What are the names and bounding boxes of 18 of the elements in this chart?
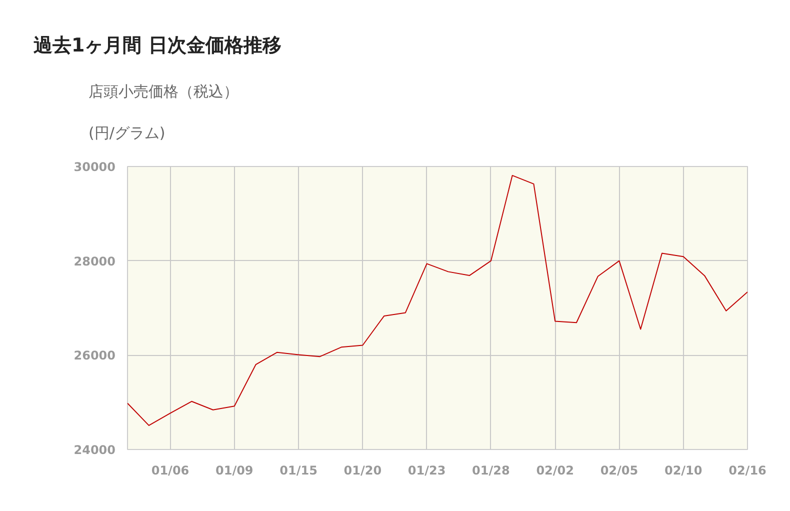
x-tick-label: 02/10 <box>664 464 702 478</box>
y-tick-label: 24000 <box>74 443 116 457</box>
x-tick-label: 01/06 <box>151 464 190 478</box>
chart-title: 過去1ヶ月間 日次金価格推移 <box>32 34 282 56</box>
y-tick-label: 28000 <box>74 254 116 268</box>
x-tick-label: 01/15 <box>280 464 318 478</box>
x-tick-label: 01/23 <box>408 464 446 478</box>
y-tick-label: 26000 <box>74 348 116 363</box>
x-tick-label: 02/05 <box>600 464 638 478</box>
x-tick-label: 01/28 <box>472 464 510 478</box>
x-tick-label: 02/02 <box>536 464 574 478</box>
y-axis-title: (円/グラム) <box>88 124 166 142</box>
x-tick-label: 01/20 <box>344 464 382 478</box>
chart-subtitle: 店頭小売価格（税込） <box>88 82 238 100</box>
y-tick-label: 30000 <box>74 160 116 174</box>
x-tick-label: 01/09 <box>216 464 254 478</box>
x-tick-label: 02/16 <box>728 464 766 478</box>
line-series <box>128 174 748 426</box>
